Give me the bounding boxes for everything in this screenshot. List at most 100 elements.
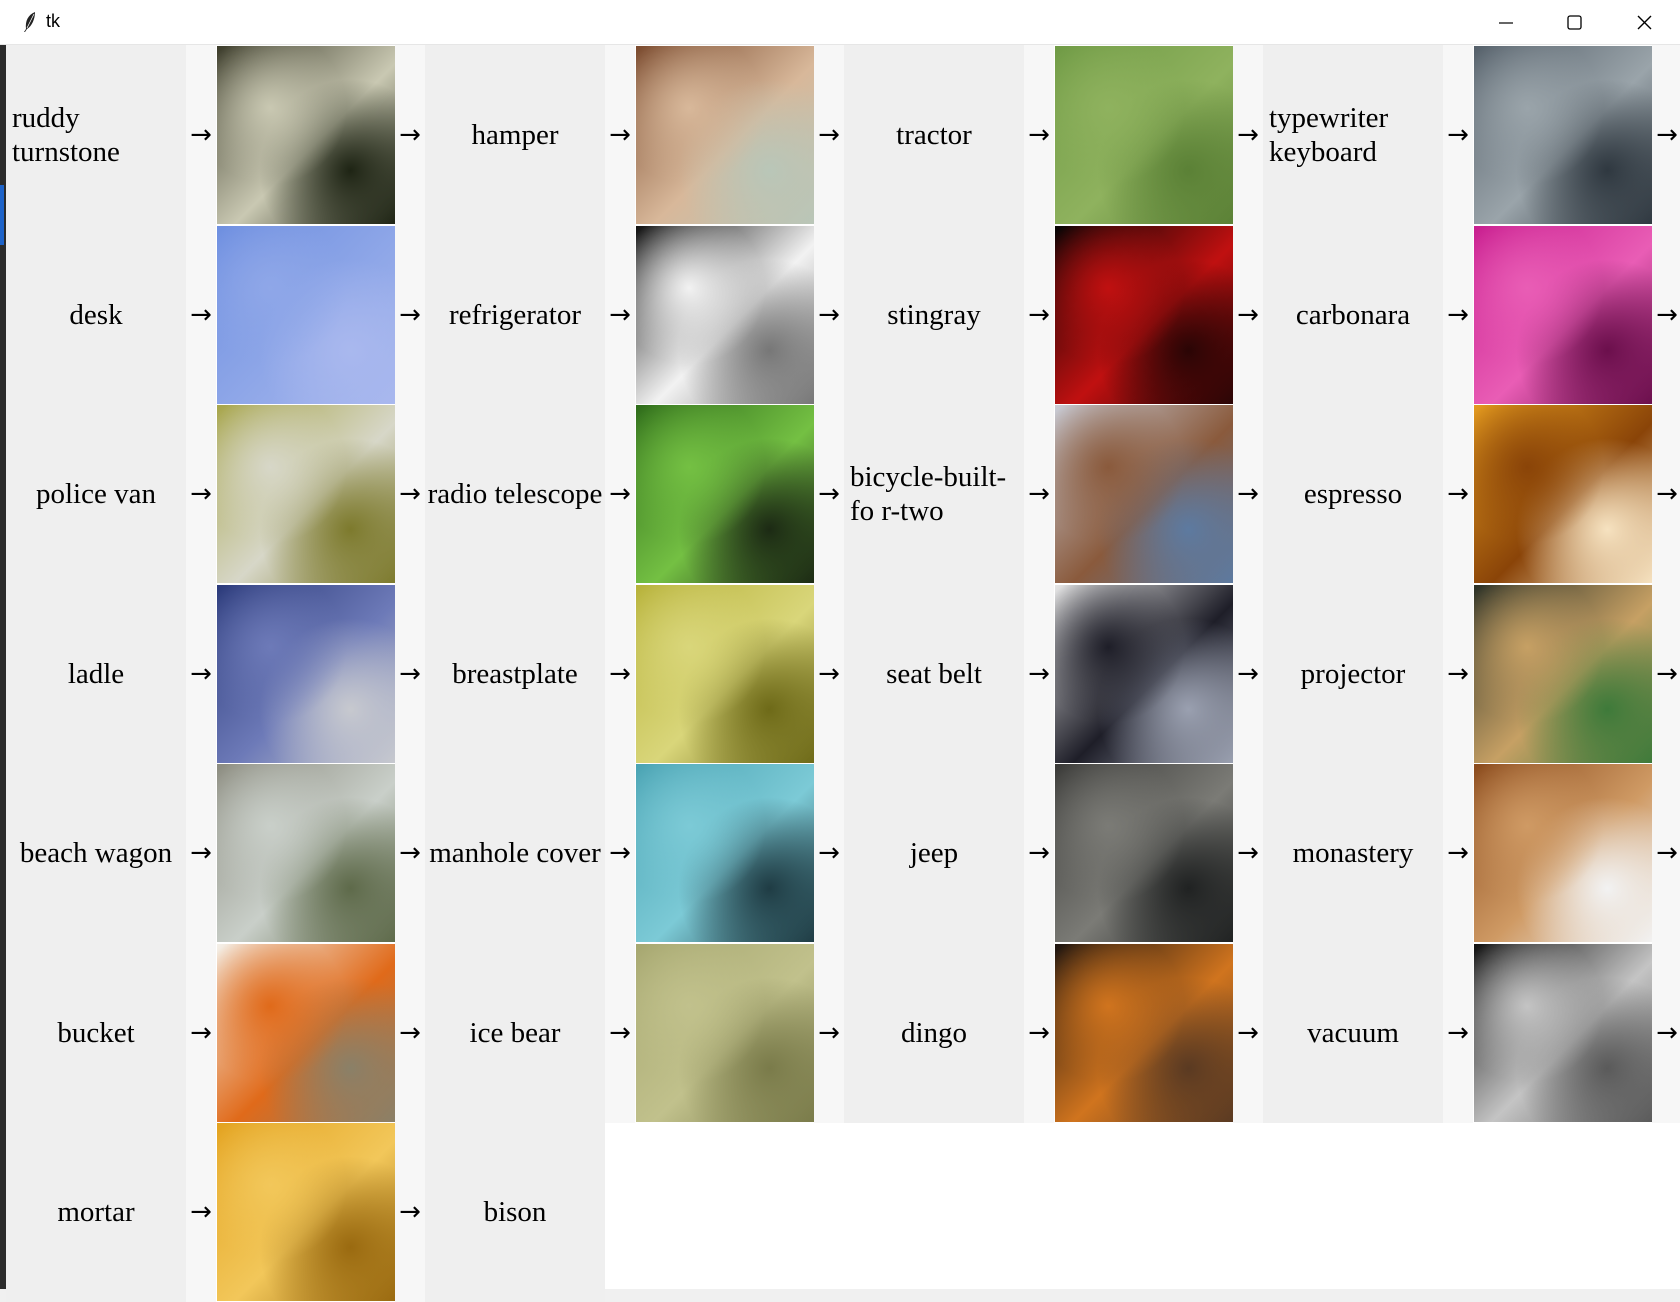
yellow-green-vehicle-image — [216, 405, 395, 583]
arrow-right-icon: → — [395, 404, 425, 584]
image-label-grid: ruddy turnstone → → hamper → → tractor → → typewr… — [6, 45, 1680, 1302]
class-label-text: hamper — [471, 119, 559, 151]
generated-image — [1054, 224, 1233, 405]
yellow-rock-image — [216, 1123, 395, 1301]
arrow-right-icon: → — [1443, 404, 1473, 584]
arrow-right-icon: → — [186, 404, 216, 584]
generated-image — [1473, 763, 1652, 943]
generated-image — [216, 583, 395, 764]
arrow-right-icon: → — [1443, 942, 1473, 1123]
class-label: mortar — [6, 1122, 186, 1302]
white-paper-orange-image — [216, 943, 395, 1122]
maximize-button[interactable] — [1540, 0, 1608, 45]
minimize-button[interactable] — [1472, 0, 1540, 45]
class-label-text: tractor — [896, 119, 972, 151]
arrow-right-icon: → — [814, 404, 844, 584]
generated-image — [635, 404, 814, 584]
title-bar: tk — [0, 0, 1680, 45]
arrow-right-icon: → — [1443, 45, 1473, 225]
class-label: dingo — [844, 942, 1024, 1123]
arrow-right-icon: → — [1233, 942, 1263, 1123]
window-left-edge — [0, 45, 6, 1289]
class-label: refrigerator — [425, 224, 605, 405]
class-label-text: ice bear — [469, 1016, 561, 1049]
class-label: espresso — [1263, 404, 1443, 584]
arrow-right-icon: → — [1233, 45, 1263, 225]
generated-image — [1054, 404, 1233, 584]
arrow-right-icon: → — [395, 45, 425, 225]
class-label-text: mortar — [57, 1196, 135, 1228]
orange-cup-image — [1473, 405, 1652, 583]
dark-interior-image — [1473, 584, 1652, 763]
arrow-right-icon: → — [1233, 763, 1263, 943]
orange-dark-stripes-image — [1054, 943, 1233, 1122]
magenta-fabric-image — [1473, 225, 1652, 404]
generated-image — [216, 942, 395, 1123]
class-label-text: stingray — [887, 298, 981, 331]
white-light-dark-image — [635, 225, 814, 404]
class-label: vacuum — [1263, 942, 1443, 1123]
street-building-image — [216, 764, 395, 942]
class-label: seat belt — [844, 583, 1024, 764]
arrow-right-icon: → — [605, 942, 635, 1123]
class-label: carbonara — [1263, 224, 1443, 405]
ruined-building-image — [1473, 46, 1652, 224]
class-label: monastery — [1263, 763, 1443, 943]
electronics-panel-image — [1054, 584, 1233, 763]
class-label: bucket — [6, 942, 186, 1123]
class-label-text: typewriter keyboard — [1269, 102, 1389, 168]
arrow-right-icon: → — [1024, 942, 1054, 1123]
arrow-right-icon: → — [186, 45, 216, 225]
arrow-right-icon: → — [605, 763, 635, 943]
close-button[interactable] — [1610, 0, 1678, 45]
close-icon — [1637, 15, 1651, 30]
arrow-right-icon: → — [1652, 45, 1680, 225]
arrow-right-icon: → — [814, 942, 844, 1123]
navy-texture-image — [216, 584, 395, 763]
arrow-right-icon: → — [1233, 224, 1263, 405]
class-label-text: dingo — [900, 1016, 968, 1049]
class-label-text: radio telescope — [427, 478, 603, 510]
arrow-right-icon: → — [605, 583, 635, 764]
arrow-right-icon: → — [1024, 224, 1054, 405]
class-label-text: bicycle-built-fo r-two — [850, 461, 1007, 527]
class-label-text: bucket — [57, 1016, 135, 1049]
class-label: jeep — [844, 763, 1024, 943]
generated-image — [216, 224, 395, 405]
arrow-right-icon: → — [1652, 763, 1680, 943]
yellow-leaves-image — [635, 584, 814, 763]
arrow-right-icon: → — [395, 583, 425, 764]
arrow-right-icon: → — [605, 224, 635, 405]
class-label: hamper — [425, 45, 605, 225]
class-label-text: vacuum — [1307, 1016, 1399, 1049]
arrow-right-icon: → — [814, 45, 844, 225]
blue-sky-image — [216, 225, 395, 404]
dark-moth-pattern-image — [216, 46, 395, 224]
class-label-text: jeep — [909, 837, 959, 869]
arrow-right-icon: → — [1233, 404, 1263, 584]
arrow-right-icon: → — [1652, 583, 1680, 764]
generated-image — [1473, 583, 1652, 764]
generated-image — [1054, 763, 1233, 943]
class-label-text: ruddy turnstone — [12, 102, 120, 168]
brown-honeycomb-image — [1473, 764, 1652, 942]
class-label: police van — [6, 404, 186, 584]
arrow-right-icon: → — [186, 224, 216, 405]
arrow-right-icon: → — [605, 404, 635, 584]
class-label-text: carbonara — [1295, 298, 1411, 331]
class-label: beach wagon — [6, 763, 186, 943]
generated-image — [635, 763, 814, 943]
rusty-fence-scene-image — [635, 46, 814, 224]
class-label: bicycle-built-fo r-two — [844, 404, 1024, 584]
class-label: radio telescope — [425, 404, 605, 584]
arrow-right-icon: → — [1024, 45, 1054, 225]
class-label-text: police van — [36, 478, 156, 510]
generated-image — [1054, 583, 1233, 764]
arrow-right-icon: → — [186, 763, 216, 943]
class-label-text: desk — [69, 298, 123, 331]
generated-image — [1473, 942, 1652, 1123]
class-label-text: beach wagon — [19, 837, 173, 869]
arrow-right-icon: → — [1443, 763, 1473, 943]
arrow-right-icon: → — [1233, 583, 1263, 764]
class-label: manhole cover — [425, 763, 605, 943]
